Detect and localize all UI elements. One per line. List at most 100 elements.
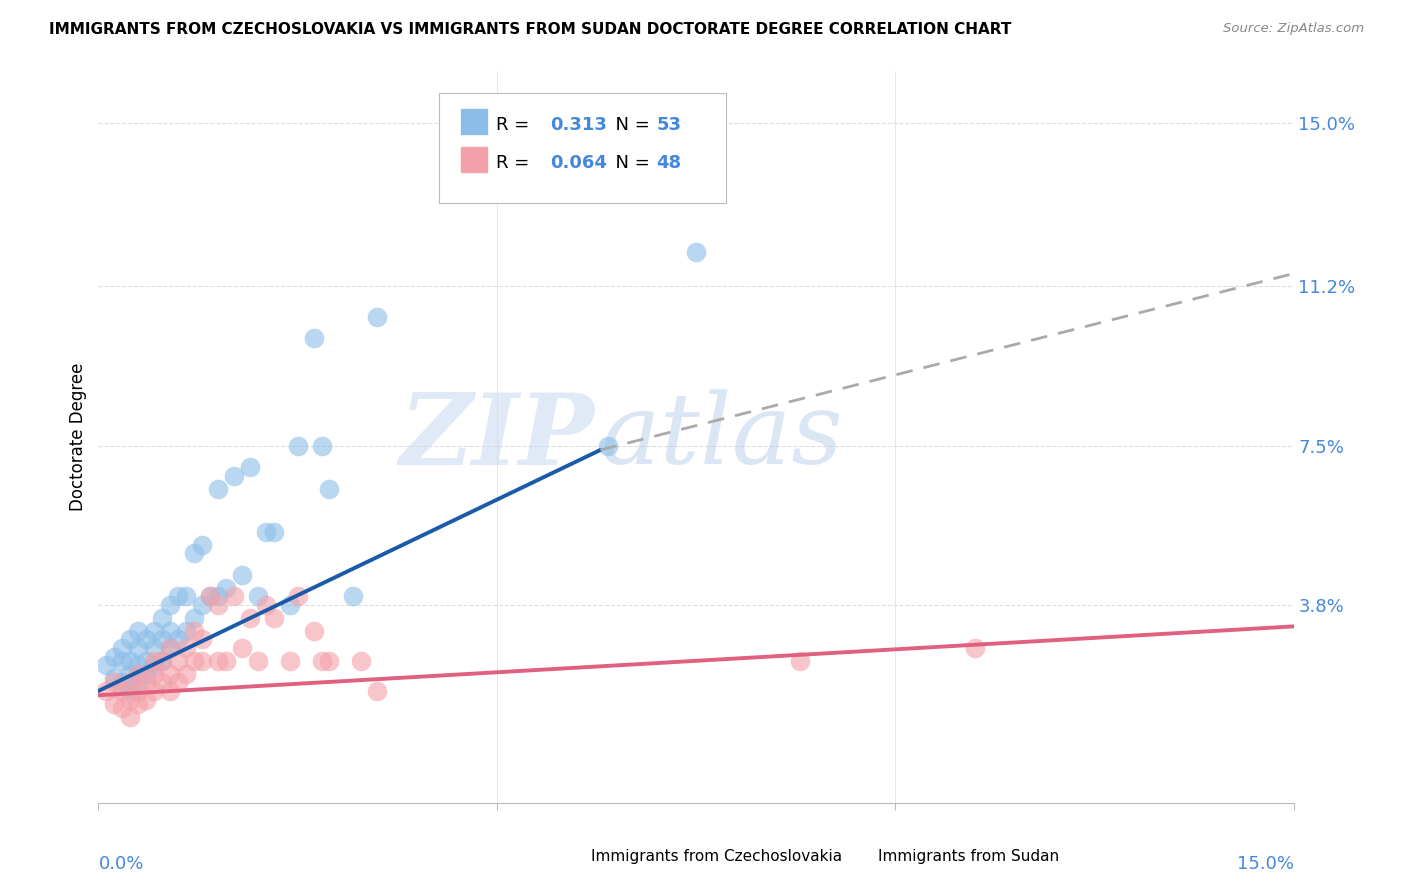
Point — [120, 692, 142, 706]
Y-axis label: Doctorate Degree: Doctorate Degree — [69, 363, 87, 511]
Bar — [461, 110, 486, 134]
Point — [183, 546, 205, 560]
Point — [127, 684, 149, 698]
Point — [191, 598, 214, 612]
Point — [135, 666, 157, 681]
Text: R =: R = — [496, 116, 536, 134]
Point — [254, 524, 277, 539]
Point — [111, 701, 134, 715]
Point — [198, 589, 221, 603]
Point — [318, 482, 340, 496]
Point — [350, 654, 373, 668]
Point — [135, 692, 157, 706]
Point — [278, 654, 301, 668]
Point — [302, 331, 325, 345]
Point — [143, 684, 166, 698]
Point — [167, 589, 190, 603]
Point — [143, 654, 166, 668]
Point — [239, 611, 262, 625]
Point — [167, 675, 190, 690]
Point — [246, 589, 269, 603]
Point — [231, 640, 253, 655]
Point — [207, 589, 229, 603]
Point — [127, 697, 149, 711]
Point — [120, 654, 142, 668]
Point — [103, 675, 125, 690]
Point — [278, 598, 301, 612]
Point — [366, 684, 388, 698]
Point — [963, 640, 986, 655]
Point — [143, 624, 166, 638]
Text: 48: 48 — [657, 153, 682, 172]
Text: Immigrants from Czechoslovakia: Immigrants from Czechoslovakia — [591, 849, 842, 864]
Point — [111, 675, 134, 690]
Point — [127, 658, 149, 673]
Point — [167, 632, 190, 647]
Point — [150, 675, 173, 690]
Point — [183, 624, 205, 638]
Point — [263, 611, 285, 625]
Text: R =: R = — [496, 153, 536, 172]
FancyBboxPatch shape — [439, 94, 725, 203]
Point — [143, 666, 166, 681]
Point — [159, 640, 181, 655]
Point — [287, 439, 309, 453]
Point — [231, 567, 253, 582]
Point — [287, 589, 309, 603]
Point — [789, 654, 811, 668]
Text: 0.064: 0.064 — [550, 153, 607, 172]
Point — [167, 654, 190, 668]
Point — [207, 482, 229, 496]
Point — [120, 666, 142, 681]
Point — [191, 654, 214, 668]
Text: Immigrants from Sudan: Immigrants from Sudan — [877, 849, 1059, 864]
Point — [302, 624, 325, 638]
Point — [239, 460, 262, 475]
Point — [127, 624, 149, 638]
Point — [207, 654, 229, 668]
Point — [174, 624, 197, 638]
Point — [183, 611, 205, 625]
Point — [127, 675, 149, 690]
Point — [191, 632, 214, 647]
Point — [120, 632, 142, 647]
Point — [191, 538, 214, 552]
Bar — [553, 846, 582, 869]
Point — [159, 624, 181, 638]
Point — [174, 640, 197, 655]
Point — [174, 589, 197, 603]
Point — [127, 640, 149, 655]
Point — [111, 654, 134, 668]
Point — [127, 666, 149, 681]
Point — [215, 581, 238, 595]
Point — [135, 654, 157, 668]
Point — [159, 684, 181, 698]
Point — [96, 658, 118, 673]
Point — [318, 654, 340, 668]
Point — [215, 654, 238, 668]
Bar — [839, 846, 869, 869]
Point — [685, 245, 707, 260]
Text: N =: N = — [605, 116, 655, 134]
Text: 0.0%: 0.0% — [98, 855, 143, 873]
Point — [143, 658, 166, 673]
Text: 0.313: 0.313 — [550, 116, 607, 134]
Point — [174, 666, 197, 681]
Point — [254, 598, 277, 612]
Point — [103, 649, 125, 664]
Point — [222, 589, 245, 603]
Point — [150, 632, 173, 647]
Point — [120, 710, 142, 724]
Point — [159, 666, 181, 681]
Point — [159, 640, 181, 655]
Text: Source: ZipAtlas.com: Source: ZipAtlas.com — [1223, 22, 1364, 36]
Text: atlas: atlas — [600, 390, 844, 484]
Point — [150, 654, 173, 668]
Text: IMMIGRANTS FROM CZECHOSLOVAKIA VS IMMIGRANTS FROM SUDAN DOCTORATE DEGREE CORRELA: IMMIGRANTS FROM CZECHOSLOVAKIA VS IMMIGR… — [49, 22, 1011, 37]
Point — [311, 439, 333, 453]
Point — [150, 654, 173, 668]
Point — [183, 654, 205, 668]
Text: ZIP: ZIP — [399, 389, 595, 485]
Point — [366, 310, 388, 324]
Point — [135, 632, 157, 647]
